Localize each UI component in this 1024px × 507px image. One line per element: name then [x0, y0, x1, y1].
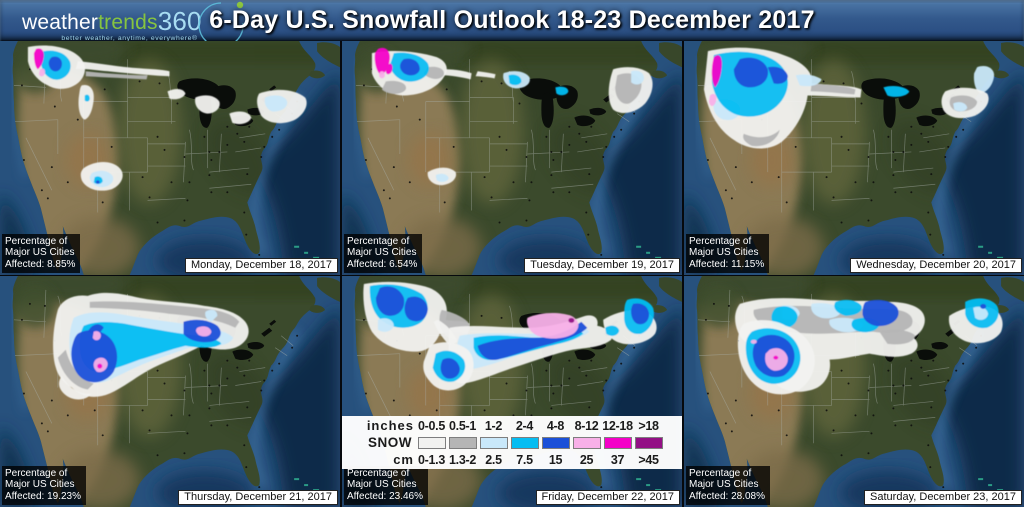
date-label: Monday, December 18, 2017	[184, 258, 338, 273]
legend-inches-value: 0-0.5	[418, 418, 445, 433]
affected-cities-label: Percentage of Major US Cities Affected: …	[2, 233, 81, 273]
affected-cities-label: Percentage of Major US Cities Affected: …	[344, 465, 428, 505]
legend-unit-cm: cm	[393, 452, 414, 467]
legend-color-swatch	[448, 436, 477, 449]
legend-color-swatch	[510, 436, 539, 449]
legend-inches-value: 4-8	[546, 418, 565, 433]
legend-cm-value: >45	[638, 452, 659, 467]
map-panel-wednesday: Percentage of Major US Cities Affected: …	[684, 41, 1024, 275]
legend-cm-value: 2.5	[485, 452, 502, 467]
header-bar: weathertrends360 better weather, anytime…	[0, 0, 1024, 48]
snowfall-overlay	[735, 298, 1003, 395]
legend-cm-value: 37	[610, 452, 625, 467]
legend-color-swatch	[572, 436, 601, 449]
legend-cm-value: 1.3-2	[449, 452, 476, 467]
snowfall-overlay	[53, 292, 249, 400]
date-label: Wednesday, December 20, 2017	[850, 258, 1022, 273]
legend-inches-value: 12-18	[602, 418, 633, 433]
snowfall-overlay	[371, 47, 653, 186]
date-label: Thursday, December 21, 2017	[178, 490, 338, 505]
affected-cities-label: Percentage of Major US Cities Affected: …	[686, 233, 770, 273]
legend-cm-value: 15	[548, 452, 563, 467]
logo-trends: trends	[98, 11, 158, 34]
logo-weather: weather	[22, 11, 99, 34]
weathertrends360-logo: weathertrends360 better weather, anytime…	[22, 1, 244, 48]
page-title: 6-Day U.S. Snowfall Outlook 18-23 Decemb…	[209, 6, 815, 34]
us-satellite-map	[684, 276, 1024, 507]
us-satellite-map	[342, 276, 682, 507]
legend-cm-value: 0-1.3	[418, 452, 445, 467]
legend-color-swatch	[634, 436, 663, 449]
affected-cities-label: Percentage of Major US Cities Affected: …	[344, 233, 423, 273]
legend-inches-value: 2-4	[515, 418, 534, 433]
legend-inches-value: 1-2	[484, 418, 503, 433]
affected-cities-label: Percentage of Major US Cities Affected: …	[2, 465, 86, 505]
us-satellite-map	[684, 41, 1024, 275]
snowfall-overlay	[363, 281, 657, 391]
map-panel-saturday: Percentage of Major US Cities Affected: …	[684, 276, 1024, 507]
map-panel-monday: Percentage of Major US Cities Affected: …	[0, 41, 340, 275]
legend-inches-value: 8-12	[574, 418, 599, 433]
legend-color-swatch	[479, 436, 508, 449]
legend-inches-value: >18	[638, 418, 659, 433]
legend-cm-value: 25	[579, 452, 594, 467]
legend-color-swatch	[541, 436, 570, 449]
legend-color-swatch	[417, 436, 446, 449]
legend-cm-value: 7.5	[516, 452, 533, 467]
legend-unit-inches: inches	[366, 418, 414, 433]
date-label: Tuesday, December 19, 2017	[524, 258, 680, 273]
snowfall-legend: inches 0-0.5 0.5-1 1-2 2-4 4-8 8-12 12-18 >18 SNO…	[342, 416, 682, 469]
map-panel-friday: Percentage of Major US Cities Affected: …	[342, 276, 682, 507]
legend-inches-value: 0.5-1	[449, 418, 476, 433]
map-panel-thursday: Percentage of Major US Cities Affected: …	[0, 276, 340, 507]
map-panel-tuesday: Percentage of Major US Cities Affected: …	[342, 41, 682, 275]
logo-360: 360	[157, 6, 202, 36]
date-label: Saturday, December 23, 2017	[864, 490, 1022, 505]
legend-color-swatch	[603, 436, 632, 449]
us-satellite-map	[0, 41, 340, 275]
affected-cities-label: Percentage of Major US Cities Affected: …	[686, 465, 770, 505]
snowfall-overlay	[27, 45, 307, 191]
legend-series-label: SNOW	[368, 435, 412, 450]
logo-tagline: better weather, anytime, everywhere®	[61, 35, 198, 42]
snowfall-overlay	[703, 47, 995, 149]
date-label: Friday, December 22, 2017	[535, 490, 680, 505]
map-grid: Percentage of Major US Cities Affected: …	[0, 41, 1024, 507]
us-satellite-map	[342, 41, 682, 275]
us-satellite-map	[0, 276, 340, 507]
